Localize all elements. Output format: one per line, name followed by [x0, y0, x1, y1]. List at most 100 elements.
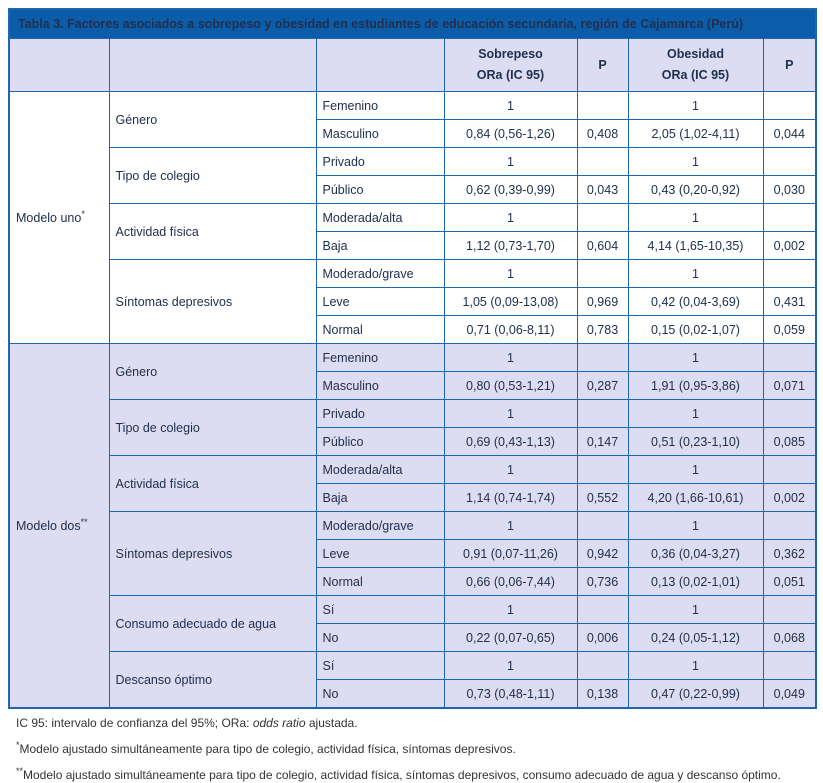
- sobrepeso-or-cell: 0,71 (0,06-8,11): [443, 315, 578, 344]
- sobrepeso-or-cell: 1: [443, 455, 578, 484]
- table-row: Leve 1,05 (0,09-13,08) 0,969 0,42 (0,04-…: [9, 287, 817, 316]
- sobrepeso-or-cell: 1: [443, 91, 578, 120]
- obesidad-or-cell: 0,13 (0,02-1,01): [627, 567, 764, 596]
- footnote-1-pre: IC 95: intervalo de confianza del 95%; O…: [16, 716, 253, 730]
- category-cell: No: [315, 623, 445, 652]
- header-obesidad-ora: ORa (IC 95): [661, 68, 730, 82]
- category-cell: Leve: [315, 539, 445, 568]
- table-row: Actividad física Moderada/alta 1 1: [9, 203, 817, 260]
- category-cell: No: [315, 679, 445, 709]
- sobrepeso-p-cell: 0,552: [576, 483, 629, 512]
- sobrepeso-p-cell: [576, 651, 629, 680]
- sobrepeso-p-cell: 0,783: [576, 315, 629, 344]
- table-row: Descanso óptimo Sí 1 1: [9, 651, 817, 709]
- sobrepeso-p-cell: 0,006: [576, 623, 629, 652]
- obesidad-p-cell: 0,051: [762, 567, 817, 596]
- obesidad-p-cell: 0,002: [762, 483, 817, 512]
- obesidad-p-cell: [762, 91, 817, 120]
- table-row: Público 0,69 (0,43-1,13) 0,147 0,51 (0,2…: [9, 427, 817, 456]
- obesidad-p-cell: 0,068: [762, 623, 817, 652]
- sobrepeso-or-cell: 1: [443, 203, 578, 232]
- table-row: Síntomas depresivos Moderado/grave 1 1: [9, 511, 817, 596]
- table-row: Consumo adecuado de agua Sí 1 1: [9, 595, 817, 652]
- obesidad-or-cell: 0,36 (0,04-3,27): [627, 539, 764, 568]
- sobrepeso-or-cell: 1: [443, 147, 578, 176]
- sobrepeso-or-cell: 0,84 (0,56-1,26): [443, 119, 578, 148]
- column-header-row: Sobrepeso ORa (IC 95) P Obesidad ORa (IC…: [8, 38, 817, 92]
- sobrepeso-or-cell: 1,14 (0,74-1,74): [443, 483, 578, 512]
- sobrepeso-p-cell: [576, 203, 629, 232]
- sobrepeso-p-cell: 0,736: [576, 567, 629, 596]
- obesidad-p-cell: 0,002: [762, 231, 817, 260]
- category-cell: Sí: [315, 595, 445, 624]
- header-obesidad: Obesidad ORa (IC 95): [627, 38, 764, 92]
- sobrepeso-p-cell: [576, 259, 629, 288]
- table-row: Modelo dos** Género Femenino 1 1: [8, 343, 817, 709]
- table-row: No 0,22 (0,07-0,65) 0,006 0,24 (0,05-1,1…: [9, 623, 817, 652]
- sobrepeso-or-cell: 1: [443, 343, 578, 372]
- footnote-model-uno: *Modelo ajustado simultáneamente para ti…: [16, 741, 807, 757]
- sobrepeso-p-cell: 0,043: [576, 175, 629, 204]
- sobrepeso-or-cell: 1: [443, 399, 578, 428]
- obesidad-or-cell: 1: [627, 651, 764, 680]
- sobrepeso-or-cell: 0,62 (0,39-0,99): [443, 175, 578, 204]
- header-obesidad-title: Obesidad: [667, 47, 724, 61]
- footnote-model-dos: **Modelo ajustado simultáneamente para t…: [16, 767, 807, 783]
- sobrepeso-p-cell: [576, 91, 629, 120]
- category-cell: Masculino: [315, 119, 445, 148]
- obesidad-p-cell: [762, 455, 817, 484]
- sobrepeso-p-cell: 0,942: [576, 539, 629, 568]
- model-dos-sup: **: [80, 516, 88, 527]
- table-row: Leve 0,91 (0,07-11,26) 0,942 0,36 (0,04-…: [9, 539, 817, 568]
- model-uno-cell: Modelo uno*: [8, 91, 110, 344]
- obesidad-or-cell: 4,14 (1,65-10,35): [627, 231, 764, 260]
- sobrepeso-or-cell: 1: [443, 511, 578, 540]
- obesidad-p-cell: 0,059: [762, 315, 817, 344]
- footnote-3-sup: **: [16, 766, 24, 776]
- obesidad-or-cell: 1: [627, 595, 764, 624]
- obesidad-p-cell: 0,071: [762, 371, 817, 400]
- sobrepeso-p-cell: 0,969: [576, 287, 629, 316]
- obesidad-p-cell: 0,362: [762, 539, 817, 568]
- obesidad-p-cell: 0,044: [762, 119, 817, 148]
- obesidad-or-cell: 1: [627, 343, 764, 372]
- sobrepeso-or-cell: 0,69 (0,43-1,13): [443, 427, 578, 456]
- factor-cell: Tipo de colegio: [108, 147, 317, 204]
- category-cell: Normal: [315, 567, 445, 596]
- footnote-1-post: ajustada.: [305, 716, 358, 730]
- category-cell: Normal: [315, 315, 445, 344]
- sobrepeso-or-cell: 0,80 (0,53-1,21): [443, 371, 578, 400]
- table-row: Tipo de colegio Privado 1 1: [9, 147, 817, 204]
- footnotes: IC 95: intervalo de confianza del 95%; O…: [8, 709, 815, 783]
- obesidad-or-cell: 0,24 (0,05-1,12): [627, 623, 764, 652]
- sobrepeso-or-cell: 1,12 (0,73-1,70): [443, 231, 578, 260]
- sobrepeso-p-cell: 0,408: [576, 119, 629, 148]
- factor-cell: Tipo de colegio: [108, 399, 317, 456]
- empty-header-category: [315, 38, 445, 92]
- sobrepeso-p-cell: [576, 511, 629, 540]
- sobrepeso-or-cell: 1: [443, 595, 578, 624]
- category-cell: Privado: [315, 399, 445, 428]
- model-uno-sup: *: [81, 208, 85, 219]
- factor-cell: Género: [108, 343, 317, 400]
- category-cell: Público: [315, 427, 445, 456]
- footnote-2-text: Modelo ajustado simultáneamente para tip…: [19, 742, 516, 756]
- obesidad-p-cell: [762, 147, 817, 176]
- obesidad-p-cell: 0,030: [762, 175, 817, 204]
- sobrepeso-p-cell: 0,147: [576, 427, 629, 456]
- factor-cell: Consumo adecuado de agua: [108, 595, 317, 652]
- obesidad-or-cell: 2,05 (1,02-4,11): [627, 119, 764, 148]
- category-cell: Sí: [315, 651, 445, 680]
- sobrepeso-or-cell: 1,05 (0,09-13,08): [443, 287, 578, 316]
- model-uno-label: Modelo uno: [16, 210, 82, 225]
- obesidad-or-cell: 1: [627, 203, 764, 232]
- obesidad-p-cell: [762, 511, 817, 540]
- obesidad-or-cell: 1: [627, 511, 764, 540]
- table-row: Modelo uno* Género Femenino 1 1: [8, 91, 817, 344]
- sobrepeso-p-cell: [576, 147, 629, 176]
- sobrepeso-p-cell: 0,138: [576, 679, 629, 709]
- category-cell: Baja: [315, 231, 445, 260]
- category-cell: Privado: [315, 147, 445, 176]
- factor-cell: Actividad física: [108, 455, 317, 512]
- obesidad-or-cell: 1: [627, 399, 764, 428]
